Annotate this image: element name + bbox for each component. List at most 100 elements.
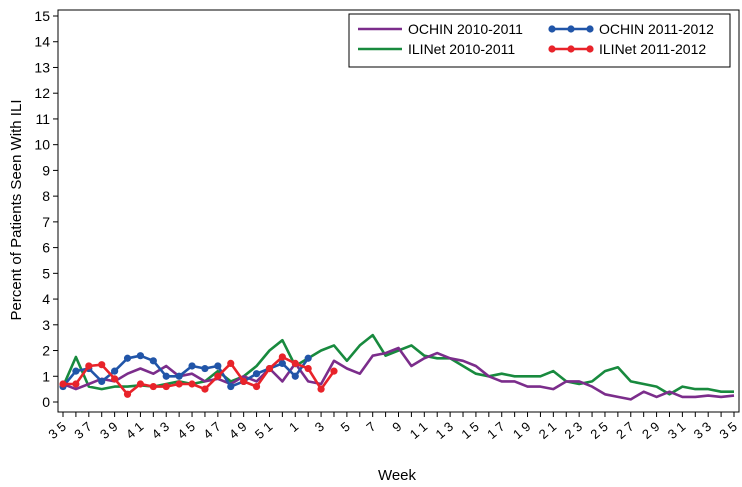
x-tick-label: 2 1 bbox=[536, 419, 559, 442]
data-point bbox=[149, 382, 157, 391]
y-tick-label: 8 bbox=[42, 188, 50, 204]
x-tick-label: 3 1 bbox=[665, 419, 688, 442]
x-tick-label: 1 1 bbox=[407, 419, 430, 442]
legend-marker bbox=[548, 25, 556, 33]
legend-label: ILINet 2011-2012 bbox=[599, 41, 706, 57]
x-tick-label: 3 9 bbox=[97, 419, 120, 442]
data-point bbox=[214, 362, 222, 370]
legend-item: OCHIN 2011-2012 bbox=[548, 21, 714, 37]
data-point bbox=[188, 380, 196, 388]
y-tick-label: 14 bbox=[34, 34, 50, 50]
data-point bbox=[304, 364, 312, 373]
y-tick-label: 9 bbox=[42, 162, 50, 178]
y-tick-label: 6 bbox=[42, 240, 50, 256]
x-tick-label: 2 7 bbox=[613, 419, 636, 442]
data-point bbox=[98, 377, 106, 386]
legend-marker bbox=[586, 45, 594, 53]
series-layer bbox=[59, 333, 735, 401]
x-tick-label: 2 9 bbox=[639, 419, 662, 442]
data-point bbox=[111, 375, 119, 383]
legend-item: ILINet 2011-2012 bbox=[548, 41, 706, 57]
data-point bbox=[85, 362, 93, 370]
x-tick-label: 1 3 bbox=[433, 419, 456, 442]
data-point bbox=[252, 370, 261, 378]
data-point bbox=[317, 385, 325, 393]
x-tick-label: 3 7 bbox=[71, 419, 94, 442]
data-point bbox=[278, 359, 286, 367]
y-axis-title: Percent of Patients Seen With ILI bbox=[8, 100, 25, 321]
data-point bbox=[252, 382, 261, 391]
data-point bbox=[136, 380, 145, 388]
legend-item: ILINet 2010-2011 bbox=[358, 41, 515, 57]
data-point bbox=[175, 372, 183, 380]
series-line bbox=[62, 346, 735, 401]
x-tick-label: 3 5 bbox=[716, 419, 739, 442]
series-ilinet-2011-2012 bbox=[59, 353, 338, 398]
data-point bbox=[291, 359, 299, 367]
x-tick-label: 3 bbox=[312, 419, 327, 435]
legend-label: OCHIN 2011-2012 bbox=[599, 21, 714, 37]
data-point bbox=[72, 380, 80, 388]
legend-item: OCHIN 2010-2011 bbox=[358, 21, 523, 37]
data-point bbox=[162, 372, 170, 380]
data-point bbox=[123, 390, 132, 398]
y-tick-label: 1 bbox=[42, 368, 50, 384]
data-point bbox=[72, 367, 80, 375]
x-tick-label: 1 9 bbox=[510, 419, 533, 442]
data-point bbox=[136, 352, 145, 360]
y-tick-label: 3 bbox=[42, 317, 50, 333]
data-point bbox=[227, 359, 235, 367]
y-tick-label: 0 bbox=[42, 394, 50, 410]
data-point bbox=[265, 364, 274, 373]
x-tick-label: 4 1 bbox=[123, 419, 146, 442]
data-point bbox=[240, 377, 248, 386]
x-tick-label: 1 bbox=[286, 419, 301, 435]
y-tick-label: 5 bbox=[42, 265, 50, 281]
legend-label: ILINet 2010-2011 bbox=[408, 41, 515, 57]
data-point bbox=[162, 382, 170, 391]
x-tick-label: 3 5 bbox=[45, 419, 68, 442]
x-tick-label: 4 9 bbox=[226, 419, 249, 442]
data-point bbox=[278, 353, 286, 361]
legend-marker bbox=[586, 25, 594, 33]
x-tick-label: 2 3 bbox=[562, 419, 585, 442]
data-point bbox=[227, 382, 235, 391]
y-tick-label: 2 bbox=[42, 343, 50, 359]
x-tick-label: 1 7 bbox=[484, 419, 507, 442]
y-tick-label: 15 bbox=[34, 8, 50, 24]
y-tick-label: 12 bbox=[34, 85, 50, 101]
legend-marker bbox=[567, 25, 575, 33]
data-point bbox=[201, 385, 209, 393]
data-point bbox=[123, 354, 132, 362]
series-ochin-2010-2011 bbox=[62, 346, 735, 401]
data-point bbox=[59, 380, 67, 388]
x-tick-label: 5 bbox=[338, 419, 353, 435]
x-tick-label: 7 bbox=[363, 419, 378, 435]
x-tick-label: 4 7 bbox=[200, 419, 223, 442]
series-line bbox=[61, 333, 734, 396]
x-tick-label: 2 5 bbox=[587, 419, 610, 442]
data-point bbox=[201, 364, 209, 373]
data-point bbox=[98, 361, 106, 369]
data-point bbox=[304, 354, 312, 362]
series-line bbox=[63, 355, 336, 396]
data-point bbox=[330, 367, 338, 375]
data-point bbox=[291, 372, 299, 380]
x-tick-label: 5 1 bbox=[252, 419, 275, 442]
legend-entries: OCHIN 2010-2011 OCHIN 2011-2012 ILINet 201… bbox=[358, 21, 714, 57]
y-tick-label: 13 bbox=[34, 59, 50, 75]
series-ilinet-2010-2011 bbox=[61, 333, 734, 396]
data-point bbox=[149, 357, 157, 365]
y-tick-label: 7 bbox=[42, 214, 50, 230]
y-tick-label: 10 bbox=[34, 137, 50, 153]
data-point bbox=[111, 367, 119, 375]
legend-marker bbox=[548, 45, 556, 53]
legend: OCHIN 2010-2011 OCHIN 2011-2012 ILINet 201… bbox=[348, 13, 731, 68]
legend-marker bbox=[567, 45, 575, 53]
x-tick-label: 3 3 bbox=[691, 419, 714, 442]
data-point bbox=[214, 372, 222, 380]
x-tick-label: 9 bbox=[389, 419, 404, 435]
